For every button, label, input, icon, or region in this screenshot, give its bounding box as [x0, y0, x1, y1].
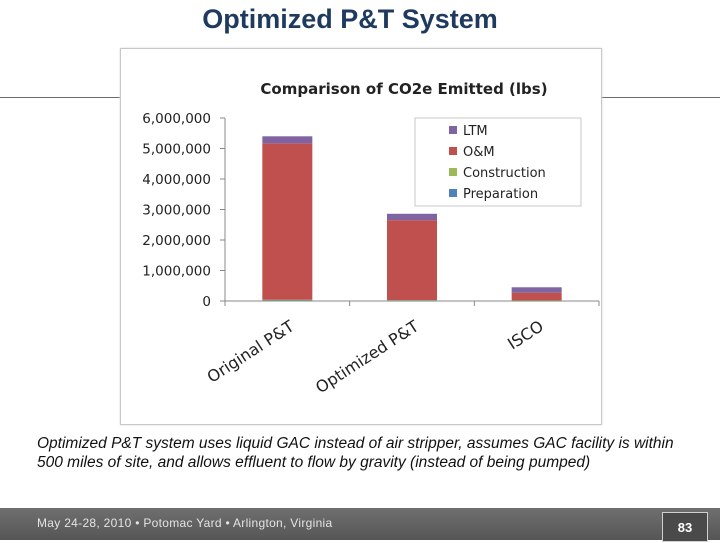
legend-swatch — [449, 126, 457, 134]
y-tick-label: 2,000,000 — [142, 233, 211, 249]
bar-segment-construction — [387, 300, 437, 301]
footer-bar: May 24-28, 2010 • Potomac Yard • Arlingt… — [0, 508, 720, 540]
y-tick-label: 1,000,000 — [142, 264, 211, 280]
bar-segment-construction — [262, 299, 313, 301]
legend-label: O&M — [463, 145, 495, 160]
bar-layer — [262, 136, 562, 302]
bar-segment-preparation — [387, 300, 437, 302]
y-tick-label: 3,000,000 — [142, 203, 211, 219]
title-divider-left — [0, 97, 120, 98]
legend: LTM O&M Construction Preparation — [414, 117, 582, 207]
chart-title: Comparison of CO2e Emitted (lbs) — [260, 80, 547, 98]
footer-text: May 24-28, 2010 • Potomac Yard • Arlingt… — [37, 516, 333, 530]
legend-box — [414, 117, 582, 207]
bar-segment-ltm — [511, 287, 562, 293]
x-category-label: Optimized P&T — [312, 316, 422, 397]
chart-panel: Comparison of CO2e Emitted (lbs) 0 1,000,… — [120, 48, 602, 425]
legend-label: LTM — [463, 124, 488, 139]
bar-segment-o-m — [387, 220, 437, 301]
legend-swatch — [449, 189, 457, 197]
page-number-badge: 83 — [662, 512, 708, 542]
legend-swatch — [449, 147, 457, 155]
legend-label: Preparation — [463, 187, 538, 202]
x-category-label: ISCO — [504, 316, 547, 353]
bar-segment-o-m — [262, 143, 313, 300]
bar-segment-o-m — [511, 292, 562, 301]
slide-caption: Optimized P&T system uses liquid GAC ins… — [37, 435, 674, 471]
title-divider-right — [600, 97, 720, 98]
y-tick-label: 5,000,000 — [142, 142, 211, 158]
legend-swatch — [449, 168, 457, 176]
y-tick-label: 6,000,000 — [142, 111, 211, 127]
y-tick-label: 0 — [202, 294, 211, 310]
y-tick-label: 4,000,000 — [142, 172, 211, 188]
bar-segment-ltm — [387, 213, 437, 221]
bar-segment-ltm — [262, 136, 313, 144]
legend-label: Construction — [463, 166, 546, 181]
bar-segment-construction — [511, 300, 562, 302]
slide-title: Optimized P&T System — [202, 4, 498, 34]
x-category-label: Original P&T — [204, 316, 298, 386]
co2e-stacked-bar-chart: Comparison of CO2e Emitted (lbs) 0 1,000,… — [142, 80, 600, 397]
bar-segment-preparation — [511, 300, 562, 302]
bar-segment-preparation — [262, 300, 313, 302]
